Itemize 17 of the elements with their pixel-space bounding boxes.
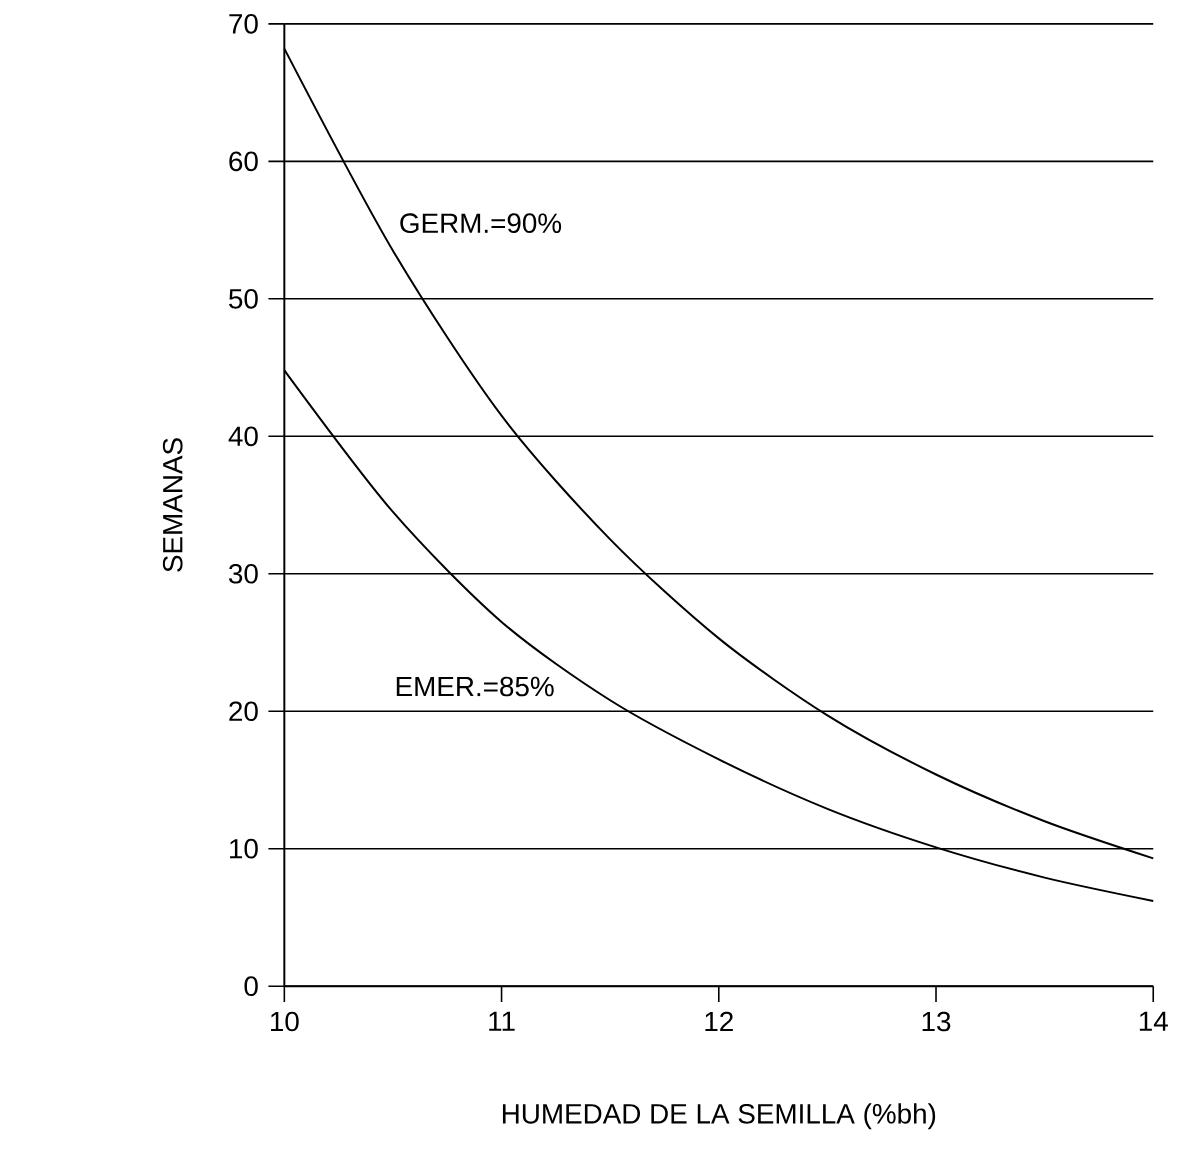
y-tick-label: 0: [244, 976, 258, 996]
x-axis-title: HUMEDAD DE LA SEMILLA (%bh): [502, 1103, 936, 1130]
y-tick-label: 40: [228, 426, 258, 447]
y-tick-label: 50: [229, 288, 258, 309]
series-label: EMER.=85%: [396, 676, 554, 697]
y-tick-label: 10: [230, 838, 258, 859]
x-tick-label: 10: [270, 1011, 299, 1032]
x-tick-label: 11: [489, 1011, 515, 1031]
y-tick-label: 60: [229, 151, 258, 172]
y-tick-label: 70: [229, 13, 258, 34]
y-tick-label: 30: [228, 563, 258, 584]
x-tick-label: 14: [1139, 1011, 1168, 1031]
x-tick-label: 13: [922, 1011, 951, 1032]
y-axis-title: SEMANAS: [162, 438, 183, 572]
series-label: GERM.=90%: [400, 213, 562, 233]
y-tick-label: 20: [229, 701, 258, 722]
x-tick-label: 12: [705, 1011, 733, 1032]
